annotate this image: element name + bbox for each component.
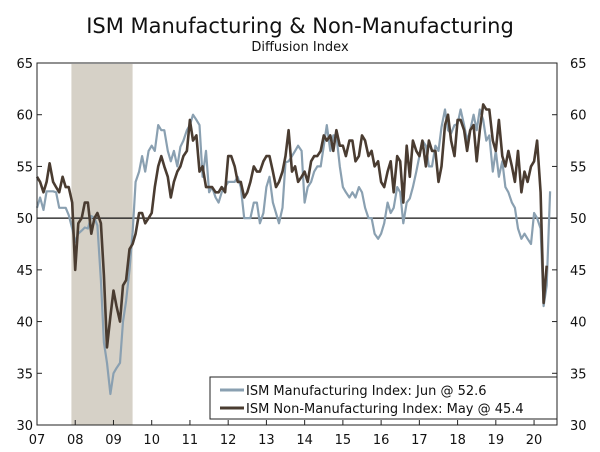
x-tick-label: 20 <box>526 433 543 448</box>
y-tick-label-right: 35 <box>570 367 587 382</box>
x-tick-label: 17 <box>411 433 428 448</box>
right-y-axis: 30 35 40 45 50 55 60 65 <box>552 57 587 434</box>
y-tick-label-left: 45 <box>16 264 33 279</box>
x-tick-label: 14 <box>296 433 313 448</box>
y-tick-label-left: 50 <box>16 212 33 227</box>
y-tick-label-left: 40 <box>16 316 33 331</box>
y-tick-label-right: 65 <box>570 57 587 72</box>
x-tick-label: 10 <box>143 433 160 448</box>
x-tick-label: 11 <box>182 433 199 448</box>
legend-box <box>209 376 558 420</box>
x-tick-label: 19 <box>488 433 505 448</box>
y-tick-label-left: 35 <box>16 367 33 382</box>
y-tick-label-right: 55 <box>570 160 587 175</box>
series-line-non-manufacturing <box>35 103 548 349</box>
x-tick-label: 18 <box>449 433 466 448</box>
y-tick-label-left: 30 <box>16 419 33 434</box>
x-tick-label: 16 <box>373 433 390 448</box>
x-tick-label: 12 <box>220 433 237 448</box>
x-axis: 07 08 09 10 11 12 13 14 15 16 17 18 19 20 <box>29 420 543 448</box>
y-tick-label-left: 55 <box>16 160 33 175</box>
legend: ISM Manufacturing Index: Jun @ 52.6 ISM … <box>209 376 558 420</box>
x-tick-label: 09 <box>105 433 122 448</box>
x-tick-label: 07 <box>29 433 46 448</box>
y-tick-label-right: 30 <box>570 419 587 434</box>
left-y-axis: 30 35 40 45 50 55 60 65 <box>16 57 42 434</box>
chart-subtitle: Diffusion Index <box>251 40 349 55</box>
plot-frame <box>36 62 558 426</box>
y-tick-label-right: 60 <box>570 109 587 124</box>
y-tick-label-right: 50 <box>570 212 587 227</box>
series-group <box>35 103 552 396</box>
legend-label-non-manufacturing: ISM Non-Manufacturing Index: May @ 45.4 <box>246 402 524 417</box>
y-tick-label-left: 65 <box>16 57 33 72</box>
x-tick-label: 15 <box>335 433 352 448</box>
x-tick-label: 08 <box>67 433 84 448</box>
legend-label-manufacturing: ISM Manufacturing Index: Jun @ 52.6 <box>246 384 487 399</box>
chart-title: ISM Manufacturing & Non-Manufacturing <box>86 14 514 38</box>
y-tick-label-left: 60 <box>16 109 33 124</box>
y-tick-label-right: 45 <box>570 264 587 279</box>
y-tick-label-right: 40 <box>570 316 587 331</box>
x-tick-label: 13 <box>258 433 275 448</box>
